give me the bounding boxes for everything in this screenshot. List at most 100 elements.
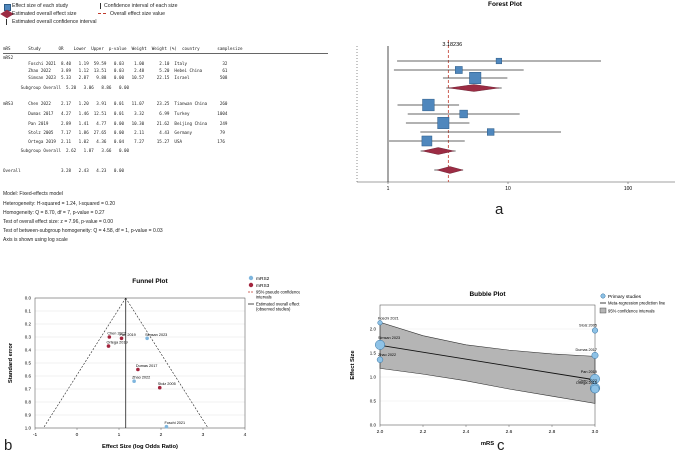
funnel-point	[132, 379, 136, 383]
forest-tick-label: 10	[505, 186, 511, 192]
funnel-ytick-label: 0.1	[25, 309, 32, 314]
table-row: Ortega 2019 2.11 1.02 4.36 0.04 7.27 15.…	[3, 139, 225, 144]
table-row: Stolz 2005 7.17 1.86 27.65 0.00 2.11 4.4…	[3, 130, 225, 135]
funnel-title: Funnel Plot	[132, 278, 168, 285]
funnel-pseudo-ci-left	[43, 297, 126, 429]
funnel-legend-item: 95% pseudo confidence	[256, 290, 300, 295]
model-line: Heterogeneity: H-squared = 1.24, I-squar…	[3, 201, 116, 207]
bubble-title: Bubble Plot	[469, 291, 506, 298]
funnel-legend-item: (observed studies)	[256, 307, 291, 312]
legend-item-overall-value: Overall effect size value	[110, 11, 165, 17]
funnel-xtick-label: 0	[76, 432, 79, 438]
forest-header-rule	[3, 53, 328, 54]
legend-ci-swatch	[6, 19, 7, 25]
bubble-legend-item: 95% confidence intervals	[608, 309, 655, 314]
funnel-xlabel: Effect Size (log Odds Ratio)	[102, 444, 178, 450]
funnel-legend-swatch	[248, 275, 254, 281]
funnel-point	[136, 367, 140, 372]
forest-table-header: mRS Study OR Lower Upper p-value Weight …	[3, 46, 243, 51]
funnel-point-label: Ortega 2019	[107, 341, 128, 345]
funnel-xtick-label: -1	[33, 432, 38, 438]
legend-item-effect-size: Effect size of each study	[12, 3, 69, 9]
forest-tick-label: 100	[624, 186, 633, 192]
forest-study-box	[495, 57, 502, 65]
funnel-point-label: Chen 2022	[107, 332, 126, 336]
funnel-ytick-label: 0.6	[25, 374, 32, 379]
funnel-plot-canvas: Funnel Plot 0.0 0.1 0.2 0.3 0.4 0.5 0.6 0.7 0.8 0.…	[8, 275, 300, 450]
funnel-point	[157, 385, 162, 390]
bubble-frame	[379, 304, 596, 426]
forest-study-box	[421, 135, 433, 147]
bubble-xtick-label: 2.2	[420, 429, 427, 435]
funnel-legend-item: intervals	[256, 295, 272, 300]
model-line: Test of overall effect size: z = 7.96, p…	[3, 219, 113, 225]
table-row-subgroup: Subgroup Overall 2.62 1.87 3.66 0.00	[3, 148, 130, 153]
forest-diamond	[422, 147, 454, 155]
model-line: Homogeneity: Q = 8.70, df = 7, p-value =…	[3, 210, 105, 216]
funnel-point-label: Foschi 2021	[164, 421, 185, 425]
funnel-point	[164, 424, 169, 429]
funnel-ytick-label: 0.4	[25, 348, 32, 353]
table-row: Simsan 2023 5.33 2.87 9.88 0.00 10.57 22…	[3, 75, 228, 80]
bubble-legend-swatch	[599, 307, 607, 314]
panel-label-a: a	[495, 201, 504, 218]
funnel-ytick-label: 0.8	[25, 400, 32, 405]
funnel-legend-swatch	[248, 282, 254, 288]
bubble-ytick-label: 1.0	[370, 375, 377, 380]
legend-dash-swatch	[98, 13, 106, 14]
bubble-ytick-label: 0.5	[370, 399, 377, 404]
legend-item-study-ci: Confidence interval of each size	[104, 3, 178, 9]
forest-diamond	[436, 166, 464, 174]
funnel-legend-item: mRS3	[256, 283, 270, 289]
forest-study-box	[487, 128, 495, 136]
forest-diamond	[448, 84, 499, 92]
table-row: Pan 2019 2.89 1.41 4.77 0.00 10.30 21.62…	[3, 121, 228, 126]
bubble-point-label: Dumas 2017	[575, 348, 597, 352]
bubble-xtick-label: 2.6	[506, 429, 513, 435]
bubble-point-label: Simsan 2023	[378, 336, 400, 340]
funnel-legend-item: mRS2	[256, 276, 270, 282]
funnel-point-label: Dumas 2017	[136, 364, 158, 368]
funnel-ylabel: Standard error	[8, 342, 14, 383]
bubble-xtick-label: 2.8	[549, 429, 556, 435]
funnel-ytick-label: 0.3	[25, 335, 32, 340]
legend-study-ci-swatch	[100, 3, 101, 9]
legend-item-overall-ci: Estimated overall confidence interval	[12, 19, 97, 25]
forest-study-box	[459, 109, 468, 119]
bubble-point	[376, 356, 384, 363]
funnel-ytick-label: 0.9	[25, 413, 32, 418]
forest-study-box	[454, 66, 463, 74]
panel-label-c: c	[497, 437, 505, 454]
funnel-point	[119, 336, 124, 341]
bubble-point-label: Stolz 2005	[579, 324, 597, 328]
table-row: Foschi 2021 8.40 1.19 59.59 0.03 1.00 2.…	[3, 61, 228, 66]
table-row-group: mRS3	[3, 101, 14, 106]
funnel-point-label: Simsan 2023	[145, 333, 167, 337]
bubble-xtick-label: 3.0	[592, 429, 599, 435]
funnel-ytick-label: 0.7	[25, 387, 32, 392]
model-line: Test of between-subgroup homogeneity: Q …	[3, 228, 163, 234]
funnel-point	[106, 344, 111, 348]
bubble-point-label: Chen 2022	[578, 379, 597, 383]
model-line: Model: Fixed-effects model	[3, 191, 63, 197]
funnel-xtick-label: 3	[202, 432, 205, 438]
forest-plot-title: Forest Plot	[488, 1, 523, 8]
bubble-ylabel: Effect Size	[350, 350, 356, 380]
funnel-point	[145, 336, 149, 341]
bubble-point	[591, 327, 599, 334]
bubble-xtick-label: 2.4	[463, 429, 470, 435]
bubble-point-label: Ortega 2019	[576, 381, 597, 385]
bubble-ytick-label: 1.5	[370, 351, 377, 356]
bubble-point	[377, 320, 383, 326]
funnel-xtick-label: 4	[244, 432, 247, 438]
model-line: Axis is shown using log scale	[3, 237, 68, 243]
table-row: Zhao 2022 3.89 1.12 13.51 0.03 2.48 5.20…	[3, 68, 228, 73]
legend-item-estimated-overall: Estimated overall effect size	[12, 11, 77, 17]
bubble-legend-item: Meta-regression prediction line	[608, 301, 666, 306]
bubble-point	[375, 339, 385, 350]
table-row: Dumas 2017 4.27 1.46 12.51 0.01 3.32 6.9…	[3, 111, 228, 116]
funnel-ytick-label: 0.5	[25, 361, 32, 366]
funnel-xtick-label: 2	[160, 432, 163, 438]
table-row-group: mRS2	[3, 55, 14, 60]
panel-label-b: b	[4, 437, 13, 454]
